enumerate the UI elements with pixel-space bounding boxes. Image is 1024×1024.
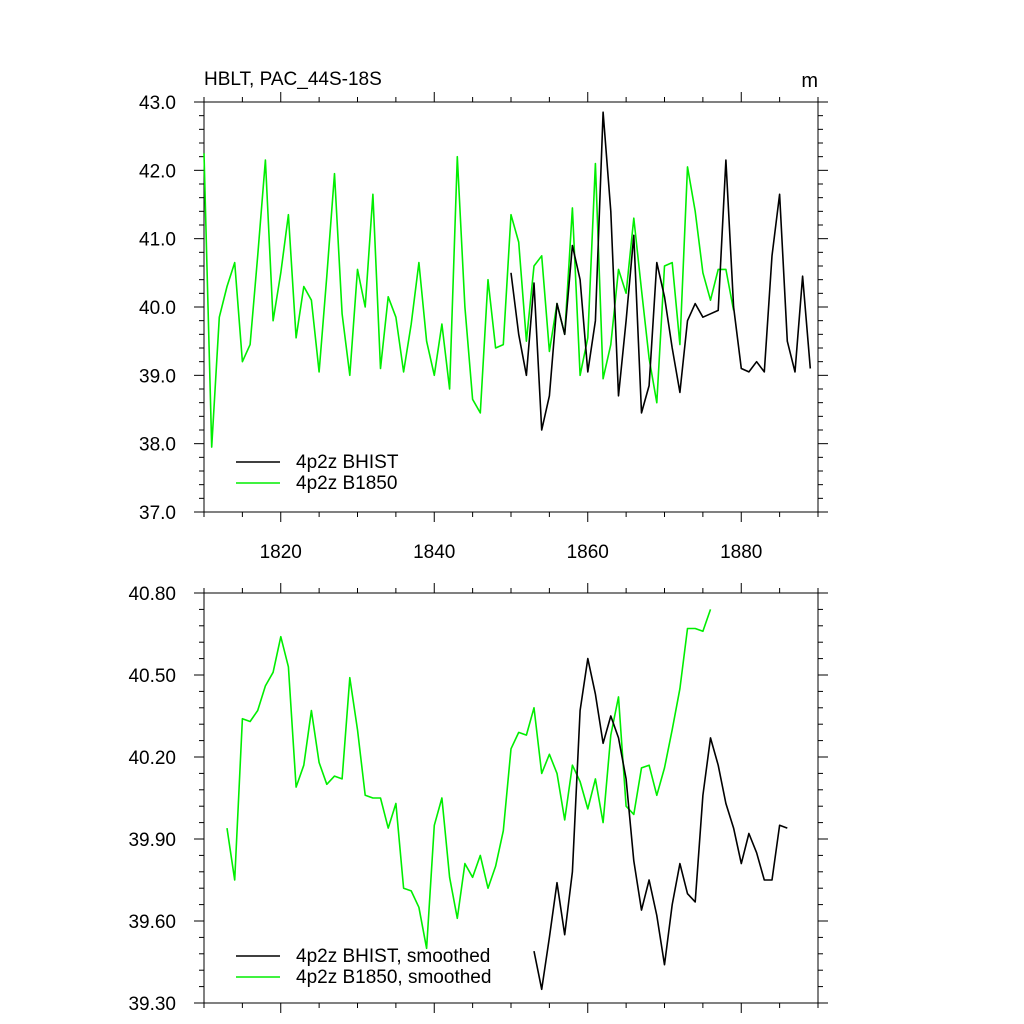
series-line-b1850 (203, 153, 735, 448)
y-tick-label: 43.0 (139, 93, 176, 114)
y-tick-label: 37.0 (139, 503, 176, 524)
legend-label: 4p2z BHIST (296, 452, 399, 473)
plot-frame (203, 592, 819, 1004)
x-tick-label: 1860 (567, 542, 609, 563)
x-tick-label: 1880 (720, 542, 762, 563)
chart-title: HBLT, PAC_44S-18S (204, 69, 382, 90)
y-tick-label: 42.0 (139, 161, 176, 182)
y-tick-label: 39.90 (128, 830, 176, 851)
y-tick-label: 40.0 (139, 298, 176, 319)
x-tick-label: 1840 (413, 542, 455, 563)
y-tick-label: 38.0 (139, 435, 176, 456)
legend-label: 4p2z B1850 (296, 473, 397, 494)
y-tick-label: 39.0 (139, 366, 176, 387)
y-tick-label: 40.20 (128, 748, 176, 769)
y-tick-label: 41.0 (139, 230, 176, 251)
top-panel: 1820 1840 1860 1880 37.0 38.0 39.0 40.0 41.0 42.0… (139, 92, 828, 563)
bottom-panel: 39.30 39.60 39.90 40.20 40.50 40.80 4p2z BHIST… (128, 583, 828, 1015)
legend-label: 4p2z B1850, smoothed (296, 967, 491, 988)
series-line-bhist (510, 111, 812, 431)
y-tick-label: 40.80 (128, 584, 176, 605)
legend-label: 4p2z BHIST, smoothed (296, 946, 490, 967)
x-tick-label: 1820 (260, 542, 302, 563)
y-tick-label: 39.60 (128, 912, 176, 933)
series-line-bhist (533, 657, 788, 991)
y-tick-label: 39.30 (128, 994, 176, 1015)
units-label: m (801, 70, 818, 92)
y-tick-label: 40.50 (128, 666, 176, 687)
series-line-b1850 (226, 609, 712, 950)
